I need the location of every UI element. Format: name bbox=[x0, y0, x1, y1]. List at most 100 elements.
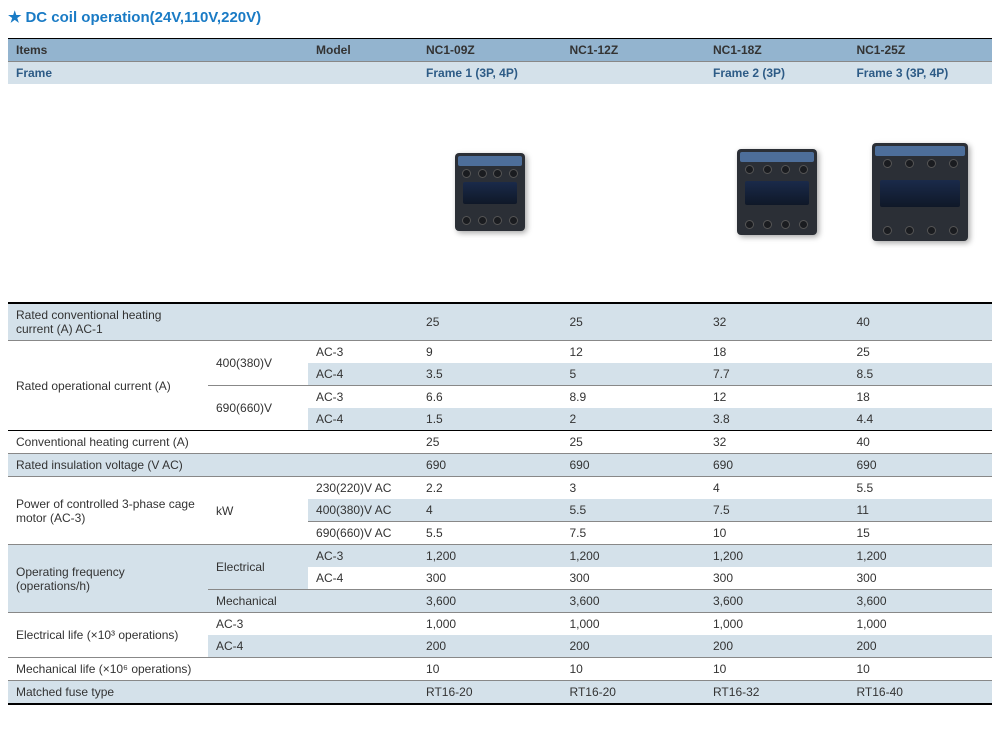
hdr-items: Items bbox=[8, 39, 308, 62]
cell-13-3: 1,000 bbox=[418, 613, 561, 636]
cell-15-3: 10 bbox=[418, 658, 561, 681]
cell-7-6: 5.5 bbox=[848, 477, 992, 500]
cell-15-6: 10 bbox=[848, 658, 992, 681]
cell-12-3: 3,600 bbox=[562, 590, 705, 613]
cell-16-6: RT16-40 bbox=[848, 681, 992, 705]
cell-10-4: 1,200 bbox=[562, 545, 705, 568]
cell-14-1 bbox=[308, 635, 418, 658]
star-icon: ★ bbox=[8, 9, 21, 26]
cell-14-5: 200 bbox=[848, 635, 992, 658]
cell-9-1: 5.5 bbox=[418, 522, 561, 545]
cell-3-1: AC-3 bbox=[308, 386, 418, 409]
cell-7-4: 3 bbox=[562, 477, 705, 500]
cell-8-4: 11 bbox=[848, 499, 992, 522]
cell-13-5: 1,000 bbox=[705, 613, 848, 636]
cell-3-0: 690(660)V bbox=[208, 386, 308, 431]
cell-1-2: AC-3 bbox=[308, 341, 418, 364]
hdr-model-3: NC1-25Z bbox=[848, 39, 992, 62]
cell-2-0: AC-4 bbox=[308, 363, 418, 386]
cell-15-5: 10 bbox=[705, 658, 848, 681]
spec-table: ItemsModelNC1-09ZNC1-12ZNC1-18ZNC1-25ZFr… bbox=[8, 38, 992, 705]
cell-10-3: 1,200 bbox=[418, 545, 561, 568]
cell-12-0: Mechanical bbox=[208, 590, 308, 613]
cell-2-2: 5 bbox=[562, 363, 705, 386]
cell-13-0: Electrical life (×10³ operations) bbox=[8, 613, 208, 658]
title-text: DC coil operation(24V,110V,220V) bbox=[25, 9, 261, 26]
cell-10-5: 1,200 bbox=[705, 545, 848, 568]
cell-2-1: 3.5 bbox=[418, 363, 561, 386]
cell-9-4: 15 bbox=[848, 522, 992, 545]
cell-0-5: 32 bbox=[705, 303, 848, 341]
cell-10-0: Operating frequency (operations/h) bbox=[8, 545, 208, 613]
cell-12-1 bbox=[308, 590, 418, 613]
cell-3-5: 18 bbox=[848, 386, 992, 409]
cell-8-2: 5.5 bbox=[562, 499, 705, 522]
cell-7-0: Power of controlled 3-phase cage motor (… bbox=[8, 477, 208, 545]
cell-0-0: Rated conventional heating current (A) A… bbox=[8, 303, 208, 341]
cell-1-5: 18 bbox=[705, 341, 848, 364]
cell-0-4: 25 bbox=[562, 303, 705, 341]
cell-5-5: 32 bbox=[705, 431, 848, 454]
hdr-frame-1 bbox=[562, 62, 705, 85]
cell-0-3: 25 bbox=[418, 303, 561, 341]
cell-1-4: 12 bbox=[562, 341, 705, 364]
cell-6-6: 690 bbox=[848, 454, 992, 477]
cell-16-4: RT16-20 bbox=[562, 681, 705, 705]
cell-6-2 bbox=[308, 454, 418, 477]
cell-6-4: 690 bbox=[562, 454, 705, 477]
hdr-frame-3: Frame 3 (3P, 4P) bbox=[848, 62, 992, 85]
cell-7-1: kW bbox=[208, 477, 308, 545]
cell-4-1: 1.5 bbox=[418, 408, 561, 431]
cell-5-3: 25 bbox=[418, 431, 561, 454]
cell-9-3: 10 bbox=[705, 522, 848, 545]
cell-1-0: Rated operational current (A) bbox=[8, 341, 208, 431]
cell-6-1 bbox=[208, 454, 308, 477]
product-image-0 bbox=[418, 84, 561, 303]
hdr-model-2: NC1-18Z bbox=[705, 39, 848, 62]
cell-0-6: 40 bbox=[848, 303, 992, 341]
cell-14-3: 200 bbox=[562, 635, 705, 658]
cell-0-2 bbox=[308, 303, 418, 341]
cell-16-3: RT16-20 bbox=[418, 681, 561, 705]
cell-2-4: 8.5 bbox=[848, 363, 992, 386]
cell-4-0: AC-4 bbox=[308, 408, 418, 431]
cell-15-4: 10 bbox=[562, 658, 705, 681]
cell-15-1 bbox=[208, 658, 308, 681]
cell-5-4: 25 bbox=[562, 431, 705, 454]
cell-15-2 bbox=[308, 658, 418, 681]
cell-11-2: 300 bbox=[562, 567, 705, 590]
cell-9-0: 690(660)V AC bbox=[308, 522, 418, 545]
cell-9-2: 7.5 bbox=[562, 522, 705, 545]
cell-12-4: 3,600 bbox=[705, 590, 848, 613]
hdr-model-0: NC1-09Z bbox=[418, 39, 561, 62]
cell-4-2: 2 bbox=[562, 408, 705, 431]
cell-8-3: 7.5 bbox=[705, 499, 848, 522]
cell-13-6: 1,000 bbox=[848, 613, 992, 636]
cell-11-1: 300 bbox=[418, 567, 561, 590]
cell-12-5: 3,600 bbox=[848, 590, 992, 613]
cell-5-6: 40 bbox=[848, 431, 992, 454]
cell-0-1 bbox=[208, 303, 308, 341]
cell-7-2: 230(220)V AC bbox=[308, 477, 418, 500]
cell-3-3: 8.9 bbox=[562, 386, 705, 409]
hdr-frame: Frame bbox=[8, 62, 418, 85]
cell-13-4: 1,000 bbox=[562, 613, 705, 636]
cell-13-2 bbox=[308, 613, 418, 636]
cell-8-1: 4 bbox=[418, 499, 561, 522]
cell-5-1 bbox=[208, 431, 308, 454]
cell-14-2: 200 bbox=[418, 635, 561, 658]
cell-5-0: Conventional heating current (A) bbox=[8, 431, 208, 454]
cell-5-2 bbox=[308, 431, 418, 454]
cell-15-0: Mechanical life (×10⁶ operations) bbox=[8, 658, 208, 681]
cell-8-0: 400(380)V AC bbox=[308, 499, 418, 522]
cell-3-4: 12 bbox=[705, 386, 848, 409]
cell-11-0: AC-4 bbox=[308, 567, 418, 590]
cell-16-1 bbox=[208, 681, 308, 705]
cell-6-5: 690 bbox=[705, 454, 848, 477]
cell-1-3: 9 bbox=[418, 341, 561, 364]
cell-1-6: 25 bbox=[848, 341, 992, 364]
cell-7-5: 4 bbox=[705, 477, 848, 500]
cell-11-3: 300 bbox=[705, 567, 848, 590]
product-image-3 bbox=[848, 84, 992, 303]
cell-10-6: 1,200 bbox=[848, 545, 992, 568]
